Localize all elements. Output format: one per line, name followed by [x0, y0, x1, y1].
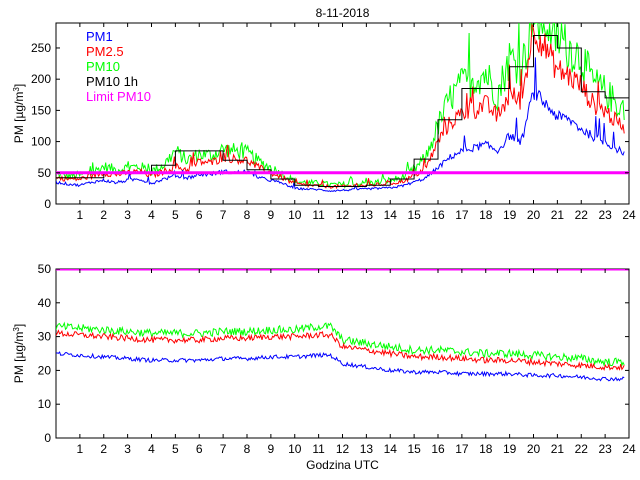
- series-line-pm10: [56, 321, 625, 367]
- x-tick-label: 21: [551, 208, 565, 222]
- x-tick-label: 23: [598, 442, 612, 456]
- x-tick-label: 20: [527, 442, 541, 456]
- chart-title: 8-11-2018: [316, 6, 370, 20]
- x-tick-label: 11: [312, 442, 325, 456]
- x-tick-label: 14: [384, 442, 398, 456]
- y-tick-label: 20: [38, 363, 52, 377]
- series-line-pm1: [56, 57, 625, 193]
- x-tick-label: 16: [431, 442, 445, 456]
- x-tick-label: 10: [288, 208, 302, 222]
- x-tick-label: 19: [503, 442, 517, 456]
- x-tick-label: 18: [479, 442, 493, 456]
- series-line-pm10-1h: [56, 35, 629, 187]
- legend-entry: PM1: [86, 29, 113, 44]
- x-tick-label: 21: [551, 442, 565, 456]
- x-tick-label: 9: [268, 208, 275, 222]
- x-tick-label: 17: [455, 208, 469, 222]
- chart-top: 1 2 3 4 5 6 7 8 9 10 11 12 13 14 15 16 17 18 19 20 21 22 23 240…: [12, 6, 636, 222]
- y-tick-label: 30: [38, 330, 52, 344]
- y-tick-label: 200: [31, 72, 51, 86]
- x-tick-label: 6: [196, 442, 203, 456]
- x-tick-label: 13: [360, 442, 374, 456]
- y-tick-label: 100: [31, 135, 51, 149]
- x-tick-label: 11: [312, 208, 325, 222]
- x-tick-label: 1: [77, 442, 84, 456]
- y-tick-label: 0: [44, 197, 51, 211]
- y-tick-label: 40: [38, 296, 52, 310]
- x-tick-label: 3: [124, 442, 131, 456]
- x-axis-label: Godzina UTC: [306, 458, 379, 472]
- x-tick-label: 16: [431, 208, 445, 222]
- y-axis-label: PM [µg/m3]: [12, 84, 27, 143]
- x-tick-label: 13: [360, 208, 374, 222]
- x-tick-label: 5: [172, 208, 179, 222]
- x-tick-label: 19: [503, 208, 517, 222]
- x-tick-label: 8: [244, 442, 251, 456]
- y-tick-label: 250: [31, 41, 51, 55]
- x-tick-label: 15: [407, 442, 421, 456]
- x-tick-label: 2: [100, 442, 107, 456]
- x-tick-label: 18: [479, 208, 493, 222]
- legend-entry: PM10 1h: [86, 74, 138, 89]
- x-tick-label: 17: [455, 442, 469, 456]
- legend-entry: PM10: [86, 59, 120, 74]
- x-tick-label: 10: [288, 442, 302, 456]
- x-tick-label: 20: [527, 208, 541, 222]
- y-tick-label: 0: [44, 431, 51, 445]
- chart-bottom: 1 2 3 4 5 6 7 8 9 10 11 12 13 14 15 16 17 18 19 20 21 22 23 240…: [12, 262, 636, 472]
- x-tick-label: 4: [148, 442, 155, 456]
- x-tick-label: 9: [268, 442, 275, 456]
- y-axis-label: PM [µg/m3]: [12, 324, 27, 383]
- x-tick-label: 7: [220, 442, 227, 456]
- y-tick-label: 10: [38, 397, 52, 411]
- y-tick-label: 50: [38, 262, 52, 276]
- x-tick-label: 12: [336, 442, 350, 456]
- y-tick-label: 50: [38, 166, 52, 180]
- x-tick-label: 22: [575, 442, 589, 456]
- x-tick-label: 1: [77, 208, 84, 222]
- x-tick-label: 23: [598, 208, 612, 222]
- x-tick-label: 8: [244, 208, 251, 222]
- series-line-pm25: [56, 23, 625, 190]
- x-tick-label: 22: [575, 208, 589, 222]
- x-tick-label: 6: [196, 208, 203, 222]
- y-tick-label: 150: [31, 103, 51, 117]
- x-tick-label: 12: [336, 208, 350, 222]
- legend-entry: Limit PM10: [86, 89, 151, 104]
- x-tick-label: 2: [100, 208, 107, 222]
- series-line-pm1: [56, 351, 625, 382]
- x-tick-label: 7: [220, 208, 227, 222]
- x-tick-label: 5: [172, 442, 179, 456]
- x-tick-label: 4: [148, 208, 155, 222]
- x-tick-label: 24: [622, 208, 636, 222]
- series-line-pm25: [56, 329, 625, 372]
- x-tick-label: 24: [622, 442, 636, 456]
- legend-entry: PM2.5: [86, 44, 124, 59]
- x-tick-label: 15: [407, 208, 421, 222]
- x-tick-label: 3: [124, 208, 131, 222]
- x-tick-label: 14: [384, 208, 398, 222]
